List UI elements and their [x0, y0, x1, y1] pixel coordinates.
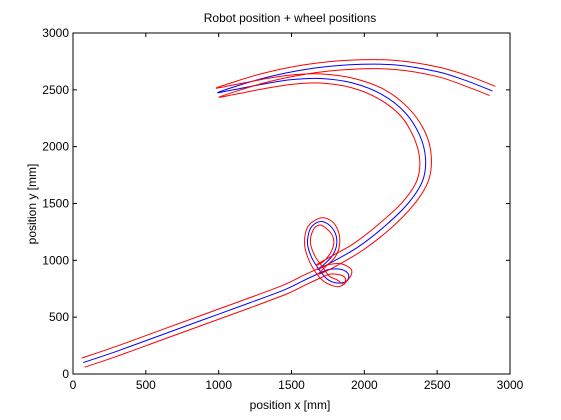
x-tick-label: 1000: [205, 378, 232, 392]
series-line-2: [81, 59, 496, 359]
series-line-1: [83, 63, 493, 364]
y-tick-label: 0: [62, 367, 69, 381]
y-axis-label: position y [mm]: [25, 164, 39, 245]
x-axis-label: position x [mm]: [250, 398, 331, 412]
x-tick-label: 3000: [497, 378, 524, 392]
chart-title: Robot position + wheel positions: [204, 11, 376, 25]
y-tick-label: 2000: [42, 140, 69, 154]
x-tick-label: 0: [70, 378, 77, 392]
x-tick-label: 2500: [424, 378, 451, 392]
x-tick-label: 2000: [351, 378, 378, 392]
plot-frame: [72, 32, 511, 375]
tick-layer: 0 500 1000 1500 2000 2500 3000 0 500 1000 1500 2000…: [42, 26, 523, 392]
x-tick-label: 1500: [278, 378, 305, 392]
x-tick-label: 500: [136, 378, 156, 392]
y-tick-label: 1500: [42, 197, 69, 211]
y-tick-label: 3000: [42, 26, 69, 40]
y-tick-label: 2500: [42, 83, 69, 97]
series-line-3: [84, 68, 490, 368]
y-tick-label: 500: [49, 310, 69, 324]
series-layer: [81, 59, 496, 368]
y-tick-label: 1000: [42, 253, 69, 267]
